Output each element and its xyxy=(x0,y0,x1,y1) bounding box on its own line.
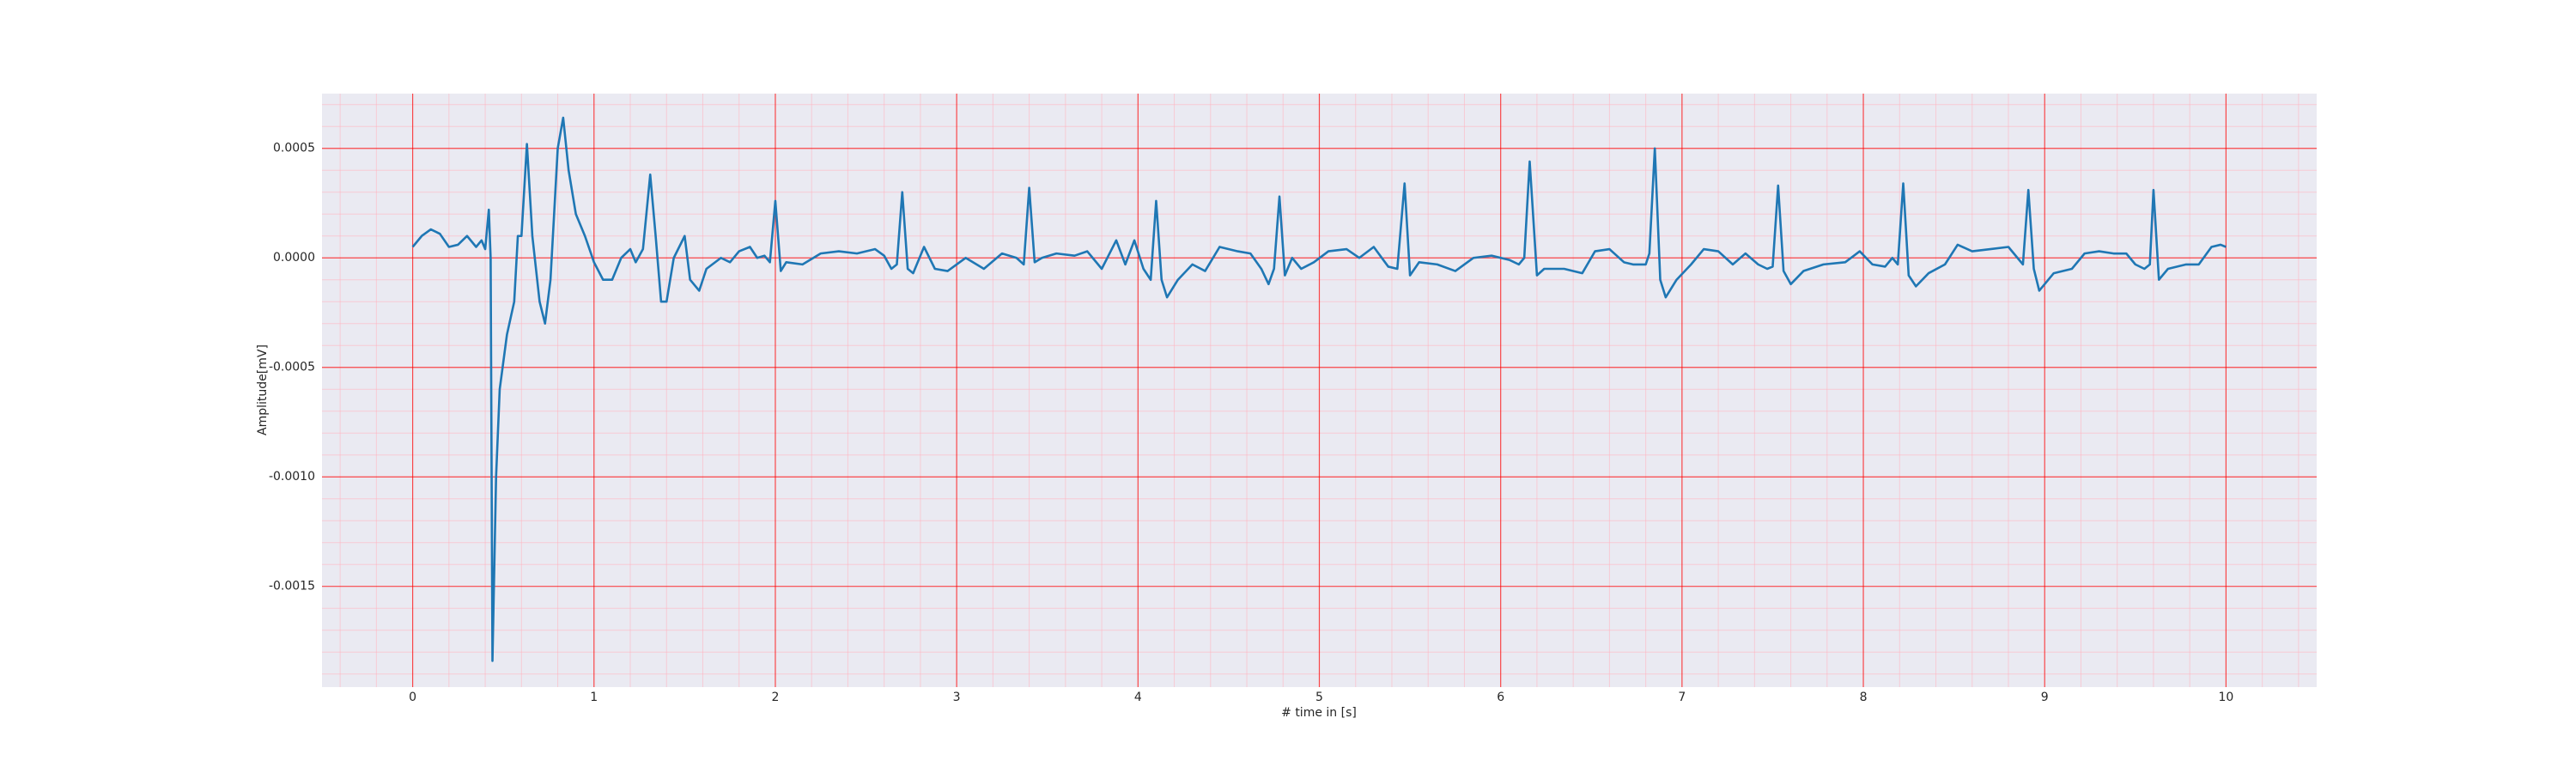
x-axis-label: # time in [s] xyxy=(1281,706,1357,720)
signal-line xyxy=(411,116,2227,662)
x-tick-label: 5 xyxy=(1315,691,1323,704)
x-tick-label: 3 xyxy=(953,691,961,704)
x-tick-label: 1 xyxy=(590,691,598,704)
x-tick-label: 8 xyxy=(1860,691,1868,704)
x-tick-label: 6 xyxy=(1497,691,1504,704)
y-tick-label: 0.0000 xyxy=(273,251,315,265)
marks xyxy=(411,116,2227,662)
x-tick-label: 4 xyxy=(1134,691,1142,704)
x-tick-label: 2 xyxy=(771,691,779,704)
x-tick-label: 10 xyxy=(2218,691,2233,704)
y-tick-label: -0.0005 xyxy=(269,361,315,374)
y-tick-label: -0.0010 xyxy=(269,470,315,484)
y-tick-label: 0.0005 xyxy=(273,142,315,155)
y-axis-label: Amplitude[mV] xyxy=(256,344,270,435)
x-tick-label: 0 xyxy=(409,691,416,704)
x-tick-label: 7 xyxy=(1678,691,1686,704)
y-tick-label: -0.0015 xyxy=(269,580,315,593)
x-tick-label: 9 xyxy=(2041,691,2049,704)
